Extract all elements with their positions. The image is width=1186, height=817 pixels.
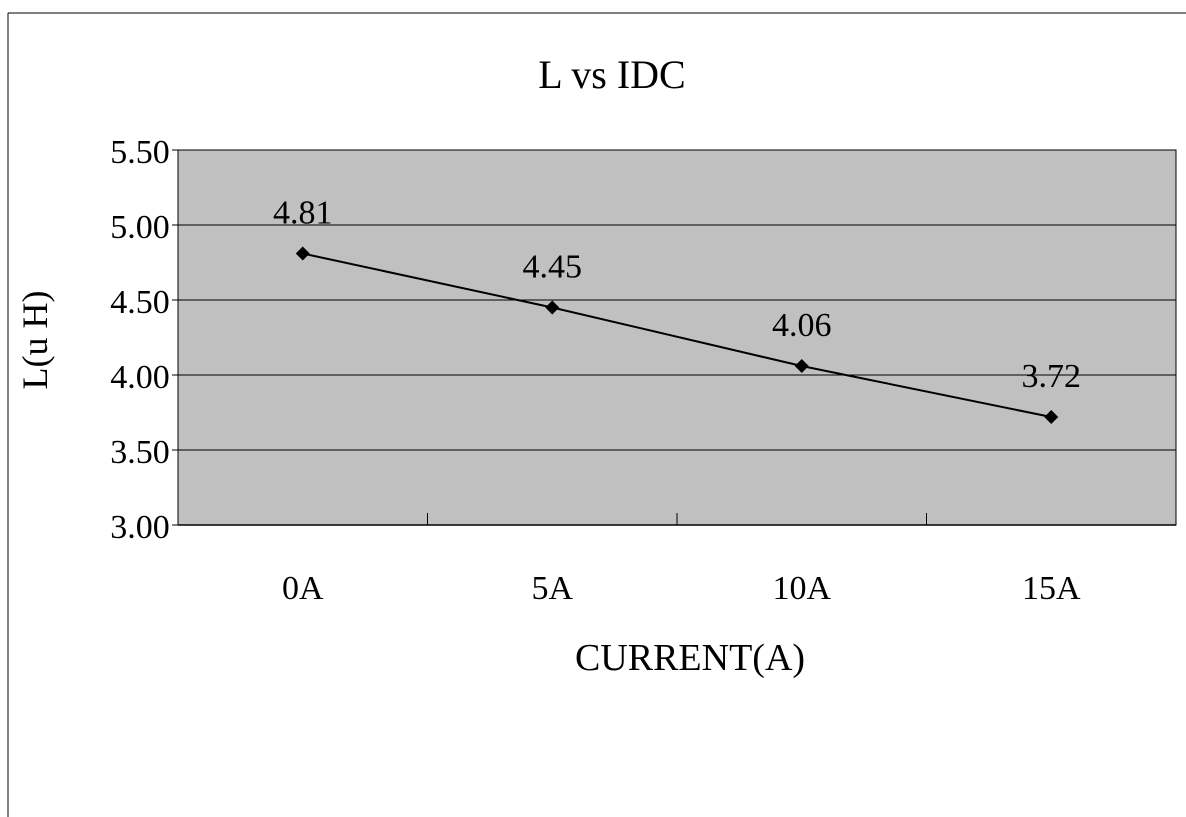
y-tick-label: 4.00 bbox=[110, 359, 170, 396]
data-point bbox=[295, 246, 310, 261]
chart-title: L vs IDC bbox=[538, 52, 685, 97]
y-tick-label: 4.50 bbox=[110, 284, 170, 321]
data-label: 4.06 bbox=[772, 307, 832, 344]
data-label: 3.72 bbox=[1022, 358, 1082, 395]
x-tick-label: 10A bbox=[772, 570, 831, 607]
x-tick-label: 0A bbox=[282, 570, 324, 607]
y-tick-label: 5.50 bbox=[110, 134, 170, 171]
x-tick-label: 5A bbox=[531, 570, 573, 607]
y-tick-label: 3.00 bbox=[110, 509, 170, 546]
plot-area: 3.00 3.50 4.00 4.50 5.00 5.50 0A 5A 10A 15A 4.81 4.… bbox=[110, 134, 1177, 607]
data-label: 4.81 bbox=[273, 195, 333, 232]
series-line bbox=[302, 252, 1052, 418]
x-tick-label: 15A bbox=[1022, 570, 1081, 607]
y-axis-label: L(u H) bbox=[15, 291, 55, 390]
data-label: 4.45 bbox=[523, 249, 583, 286]
data-point bbox=[794, 359, 809, 373]
x-axis-label: CURRENT(A) bbox=[575, 637, 805, 679]
y-tick-label: 5.00 bbox=[110, 209, 170, 246]
y-tick-label: 3.50 bbox=[110, 434, 170, 471]
data-point bbox=[545, 300, 560, 315]
data-point bbox=[1044, 410, 1059, 424]
